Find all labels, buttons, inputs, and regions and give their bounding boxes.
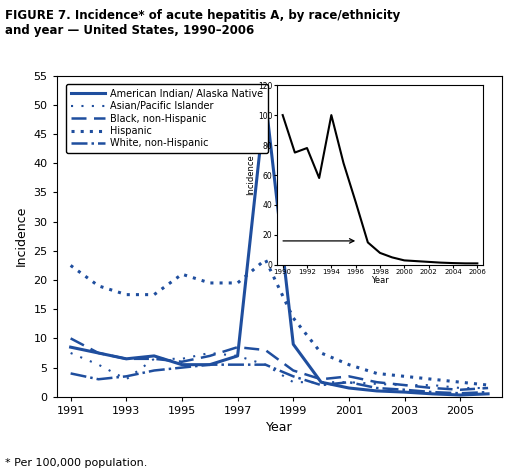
Text: FIGURE 7. Incidence* of acute hepatitis A, by race/ethnicity
and year — United S: FIGURE 7. Incidence* of acute hepatitis … <box>5 9 401 37</box>
Y-axis label: Incidence: Incidence <box>15 206 28 266</box>
X-axis label: Year: Year <box>266 421 293 434</box>
Legend: American Indian/ Alaska Native, Asian/Pacific Islander, Black, non-Hispanic, His: American Indian/ Alaska Native, Asian/Pa… <box>66 84 268 153</box>
Text: * Per 100,000 population.: * Per 100,000 population. <box>5 458 147 468</box>
Y-axis label: Incidence: Incidence <box>246 155 255 195</box>
X-axis label: Year: Year <box>371 276 389 285</box>
